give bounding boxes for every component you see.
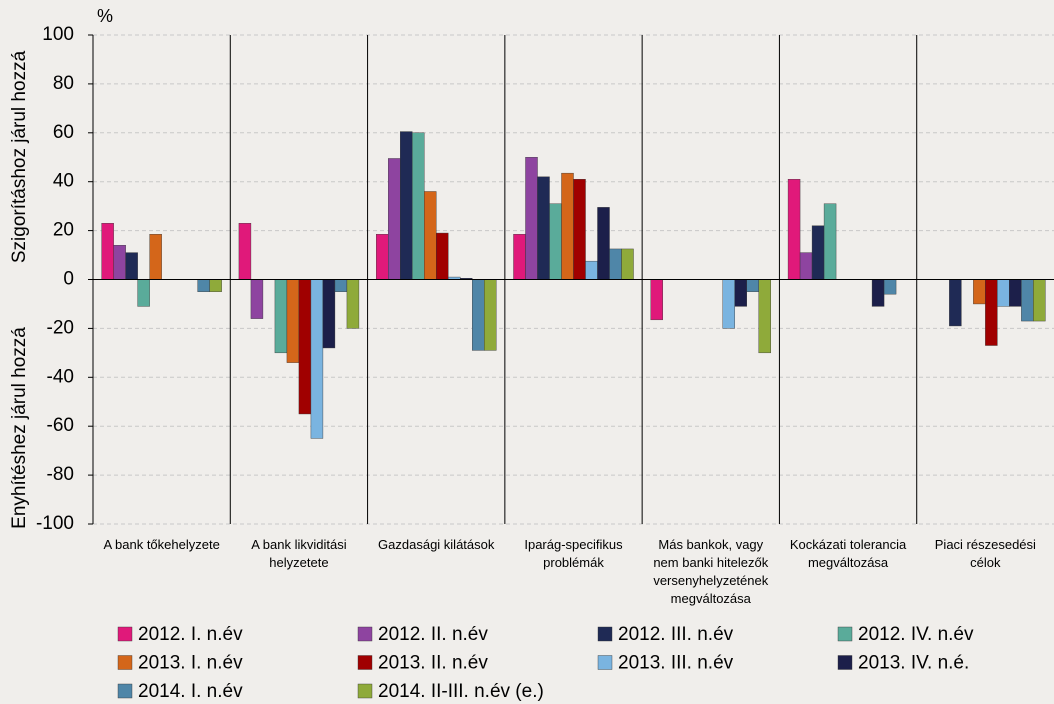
bar	[883, 279, 897, 295]
bar	[537, 176, 550, 280]
y-tick-label: -60	[47, 415, 74, 436]
bar	[1009, 279, 1022, 307]
y-tick-label: 0	[63, 269, 74, 290]
unit-label: %	[97, 6, 113, 26]
legend-label: 2012. III. n.év	[618, 624, 734, 645]
bar	[513, 234, 526, 280]
legend-label: 2014. I. n.év	[138, 681, 243, 702]
legend-label: 2013. IV. n.é.	[858, 653, 969, 674]
bar	[973, 279, 986, 305]
bar	[412, 132, 425, 280]
bar	[561, 172, 574, 280]
x-tick-label: Más bankok, vagy nem banki hitelezők verse…	[653, 537, 768, 606]
y-tick-label: 40	[53, 171, 74, 192]
bar	[609, 248, 622, 280]
y-tick-label: 60	[53, 122, 74, 143]
legend-swatch	[357, 683, 373, 699]
bar	[787, 179, 801, 280]
bar	[597, 207, 610, 280]
legend-swatch	[597, 626, 613, 642]
bar	[310, 279, 324, 439]
legend-swatch	[357, 655, 373, 670]
y-axis-title-lower: Enyhítéshez járul hozzá	[9, 327, 30, 529]
bar	[799, 252, 813, 280]
bar	[101, 223, 114, 280]
bar	[298, 279, 312, 415]
y-tick-label: -40	[47, 366, 74, 387]
y-axis-title-upper: Szigorításhoz járul hozzá	[9, 50, 30, 263]
bar	[125, 252, 138, 280]
bar	[525, 157, 538, 280]
bar	[286, 279, 300, 363]
legend-swatch	[357, 626, 373, 642]
legend-label: 2013. III. n.év	[618, 653, 734, 674]
bar	[436, 232, 449, 280]
legend-label: 2014. II-III. n.év (e.)	[378, 681, 544, 702]
x-tick-label: A bank tőkehelyzete	[103, 537, 219, 552]
bar	[949, 279, 962, 327]
bar	[585, 260, 598, 280]
legend-swatch	[837, 655, 853, 670]
bar	[137, 279, 150, 307]
x-tick-label: Gazdasági kilátások	[378, 537, 495, 552]
legend-label: 2012. IV. n.év	[858, 624, 974, 645]
bar	[484, 279, 497, 351]
legend-label: 2012. II. n.év	[378, 624, 488, 645]
y-tick-label: -20	[47, 317, 74, 338]
bar	[238, 223, 252, 280]
bar	[346, 279, 360, 329]
legend-label: 2013. II. n.év	[378, 653, 488, 674]
bar	[650, 279, 663, 321]
bar	[621, 248, 634, 280]
bar	[334, 279, 348, 292]
bar	[811, 225, 825, 280]
bar	[1021, 279, 1034, 322]
legend-swatch	[117, 655, 133, 670]
bar	[573, 179, 586, 280]
bar	[871, 279, 885, 307]
x-tick-label: Iparág-specifikus problémák	[524, 537, 623, 570]
bar	[722, 279, 735, 329]
legend-swatch	[837, 626, 853, 642]
bar	[424, 191, 437, 280]
bar	[734, 279, 747, 307]
x-tick-label: A bank likviditási helyzetete	[251, 537, 346, 570]
bar	[322, 279, 336, 349]
legend-swatch	[117, 683, 133, 699]
bar	[758, 279, 771, 354]
bar	[472, 279, 485, 351]
bar	[376, 234, 389, 280]
legend-swatch	[117, 626, 133, 642]
y-tick-label: 80	[53, 73, 74, 94]
x-tick-label: Kockázati tolerancia megváltozása	[790, 537, 907, 570]
bar	[149, 234, 162, 280]
bar	[1033, 279, 1046, 322]
bar	[823, 203, 837, 280]
bar	[113, 245, 126, 280]
legend-label: 2013. I. n.év	[138, 653, 243, 674]
legend-swatch	[597, 655, 613, 670]
y-tick-label: -80	[47, 464, 74, 485]
y-tick-label: -100	[36, 513, 74, 534]
bar	[274, 279, 288, 354]
bar	[746, 279, 759, 292]
bar	[250, 279, 264, 319]
bar	[985, 279, 998, 346]
legend-label: 2012. I. n.év	[138, 624, 243, 645]
bar	[388, 158, 401, 280]
y-tick-label: 20	[53, 220, 74, 241]
bar	[997, 279, 1010, 307]
x-tick-label: Piaci részesedési célok	[935, 537, 1036, 570]
bar	[400, 131, 413, 280]
bar	[209, 279, 222, 292]
bar	[549, 203, 562, 280]
y-tick-label: 100	[42, 24, 74, 45]
bar	[197, 279, 210, 292]
